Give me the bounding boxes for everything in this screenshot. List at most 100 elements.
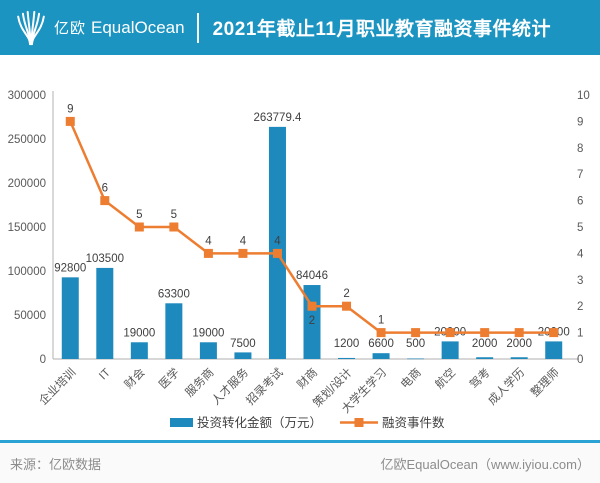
- legend-line-marker: [354, 418, 364, 427]
- x-axis-label: 人才服务: [209, 365, 252, 408]
- svg-text:0: 0: [40, 354, 46, 366]
- svg-text:6: 6: [577, 196, 583, 208]
- x-axis-label: 整理师: [528, 365, 562, 399]
- bar-label: 1200: [334, 338, 360, 350]
- logo-cn: 亿欧: [54, 20, 87, 37]
- footer-separator-line: [0, 440, 600, 443]
- header-divider: [196, 12, 199, 43]
- bar: [441, 341, 459, 359]
- svg-text:100000: 100000: [8, 266, 46, 278]
- bar-label: 263779.4: [253, 112, 302, 124]
- bar-label: 7500: [230, 338, 256, 350]
- x-axis-label: 成人学历: [485, 365, 527, 407]
- footer-bar: 来源：亿欧数据 亿欧EqualOcean（www.iyiou.com）: [0, 443, 600, 483]
- line-label: 2: [309, 315, 315, 327]
- bar-label: 500: [406, 338, 425, 350]
- bar: [234, 352, 252, 359]
- chart-canvas: 0 50000 100000 150000 200000 250000 300000 0 1 2 3…: [8, 90, 590, 430]
- line-marker: [203, 248, 213, 258]
- bar-label: 103500: [86, 253, 124, 265]
- x-axis-label: 驾考: [467, 366, 492, 391]
- legend-bar-label: 投资转化金额（万元）: [197, 415, 322, 430]
- bar: [165, 303, 183, 359]
- bar-label: 6600: [368, 338, 394, 350]
- line-markers: [65, 116, 559, 338]
- x-axis-label: 招录考试: [243, 365, 286, 408]
- equalocean-logo-icon: [17, 10, 45, 45]
- bar-label: 92800: [54, 262, 86, 274]
- bar-label: 2000: [472, 338, 498, 350]
- bar: [61, 277, 79, 359]
- bar: [199, 342, 217, 359]
- bar: [476, 357, 494, 359]
- line-marker: [376, 328, 386, 338]
- bar-label: 2000: [506, 338, 532, 350]
- line-marker: [514, 328, 524, 338]
- header-banner: 亿欧 EqualOcean 2021年截止11月职业教育融资事件统计: [0, 0, 600, 55]
- svg-text:3: 3: [577, 275, 583, 287]
- bar: [545, 341, 563, 359]
- svg-text:2: 2: [577, 301, 583, 313]
- svg-text:0: 0: [577, 354, 583, 366]
- line-marker: [480, 328, 490, 338]
- x-axis-label: 航空: [432, 365, 458, 391]
- svg-text:4: 4: [577, 248, 584, 260]
- x-axis-label: 医学: [156, 365, 182, 391]
- svg-text:8: 8: [577, 143, 583, 155]
- line-data-labels: 9 6 5 5 4 4 4 2 2 1: [67, 103, 384, 327]
- svg-text:250000: 250000: [8, 134, 46, 146]
- legend-line-label: 融资事件数: [382, 415, 445, 430]
- svg-text:200000: 200000: [8, 178, 46, 190]
- line-marker: [307, 301, 317, 311]
- line-label: 5: [171, 209, 177, 221]
- x-axis-label: 财会: [121, 365, 148, 392]
- bar: [407, 358, 425, 360]
- line-label: 6: [102, 183, 108, 195]
- bar-label: 63300: [158, 288, 190, 300]
- line-label: 5: [136, 209, 142, 221]
- chart-legend: 投资转化金额（万元） 融资事件数: [170, 415, 445, 430]
- source-text: 来源：亿欧数据: [10, 456, 102, 472]
- line-marker: [100, 196, 110, 206]
- svg-text:50000: 50000: [14, 310, 46, 322]
- line-marker: [65, 116, 75, 126]
- line-marker: [134, 222, 144, 232]
- line-label: 2: [343, 288, 349, 300]
- x-axis-label: 电商: [398, 365, 424, 391]
- svg-text:150000: 150000: [8, 222, 46, 234]
- legend-bar-swatch: [170, 418, 193, 427]
- x-axis-label: 财商: [294, 365, 320, 391]
- equalocean-logo: 亿欧 EqualOcean: [12, 8, 185, 48]
- bar: [338, 357, 356, 359]
- bar: [268, 126, 286, 359]
- svg-text:7: 7: [577, 169, 583, 181]
- svg-text:300000: 300000: [8, 90, 46, 102]
- svg-text:10: 10: [577, 90, 590, 102]
- line-label: 9: [67, 103, 73, 115]
- line-marker: [272, 248, 282, 258]
- bar-label: 19000: [192, 327, 224, 339]
- line-label: 1: [378, 315, 384, 327]
- svg-text:5: 5: [577, 222, 583, 234]
- line-marker: [445, 328, 455, 338]
- logo-text: 亿欧 EqualOcean: [54, 17, 185, 38]
- x-axis-label: 企业培训: [36, 365, 78, 407]
- bar: [372, 353, 390, 359]
- bar-label: 19000: [123, 327, 155, 339]
- bar-label: 84046: [296, 270, 328, 282]
- line-marker: [238, 248, 248, 258]
- line-marker: [549, 328, 559, 338]
- page-title: 2021年截止11月职业教育融资事件统计: [212, 19, 551, 40]
- line-marker: [411, 328, 421, 338]
- line-marker: [169, 222, 179, 232]
- svg-text:1: 1: [577, 328, 583, 340]
- bar: [96, 267, 114, 359]
- bar: [130, 342, 148, 359]
- y-axis-left-labels: 0 50000 100000 150000 200000 250000 300000: [8, 90, 46, 366]
- line-label: 4: [274, 235, 281, 247]
- line-label: 4: [205, 235, 212, 247]
- svg-text:9: 9: [577, 116, 583, 128]
- x-axis-label: 服务商: [182, 365, 216, 399]
